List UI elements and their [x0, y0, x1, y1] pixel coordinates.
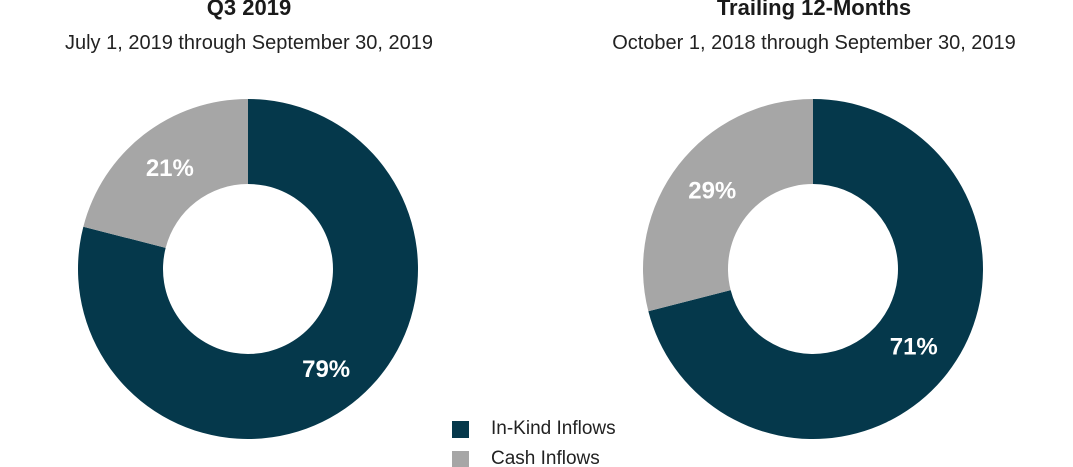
chart-subtitle-q3-2019: July 1, 2019 through September 30, 2019: [64, 32, 434, 54]
donut-slice-q3-2019-in-kind-inflows: [77, 99, 418, 440]
donut-slice-q3-2019-cash-inflows: [83, 99, 248, 248]
donut-label-q3-2019-in-kind-inflows: 79%: [302, 356, 350, 383]
legend-swatch-cash: [452, 450, 469, 467]
donut-chart-q3-2019: 79% 21%: [77, 99, 418, 440]
legend-swatch-in-kind: [452, 420, 469, 438]
donut-slice-trailing-12-months-in-kind-inflows: [648, 99, 984, 439]
donut-slice-trailing-12-months-cash-inflows: [643, 99, 813, 312]
chart-subtitle-trailing-12-months: October 1, 2018 through September 30, 20…: [612, 32, 1016, 54]
chart-title-q3-2019: Q3 2019: [206, 0, 292, 20]
legend-label-in-kind: In-Kind Inflows: [491, 418, 616, 439]
chart-legend: In-Kind Inflows Cash Inflows: [452, 414, 616, 467]
donut-label-q3-2019-cash-inflows: 21%: [146, 155, 194, 182]
donut-label-trailing-12-months-cash-inflows: 29%: [688, 177, 736, 204]
legend-item-in-kind: In-Kind Inflows: [452, 414, 616, 444]
chart-title-trailing-12-months: Trailing 12-Months: [716, 0, 912, 20]
legend-item-cash: Cash Inflows: [452, 444, 616, 467]
donut-chart-trailing-12-months: 71% 29%: [643, 99, 984, 439]
donut-label-trailing-12-months-in-kind-inflows: 71%: [890, 334, 938, 361]
legend-label-cash: Cash Inflows: [491, 448, 600, 467]
